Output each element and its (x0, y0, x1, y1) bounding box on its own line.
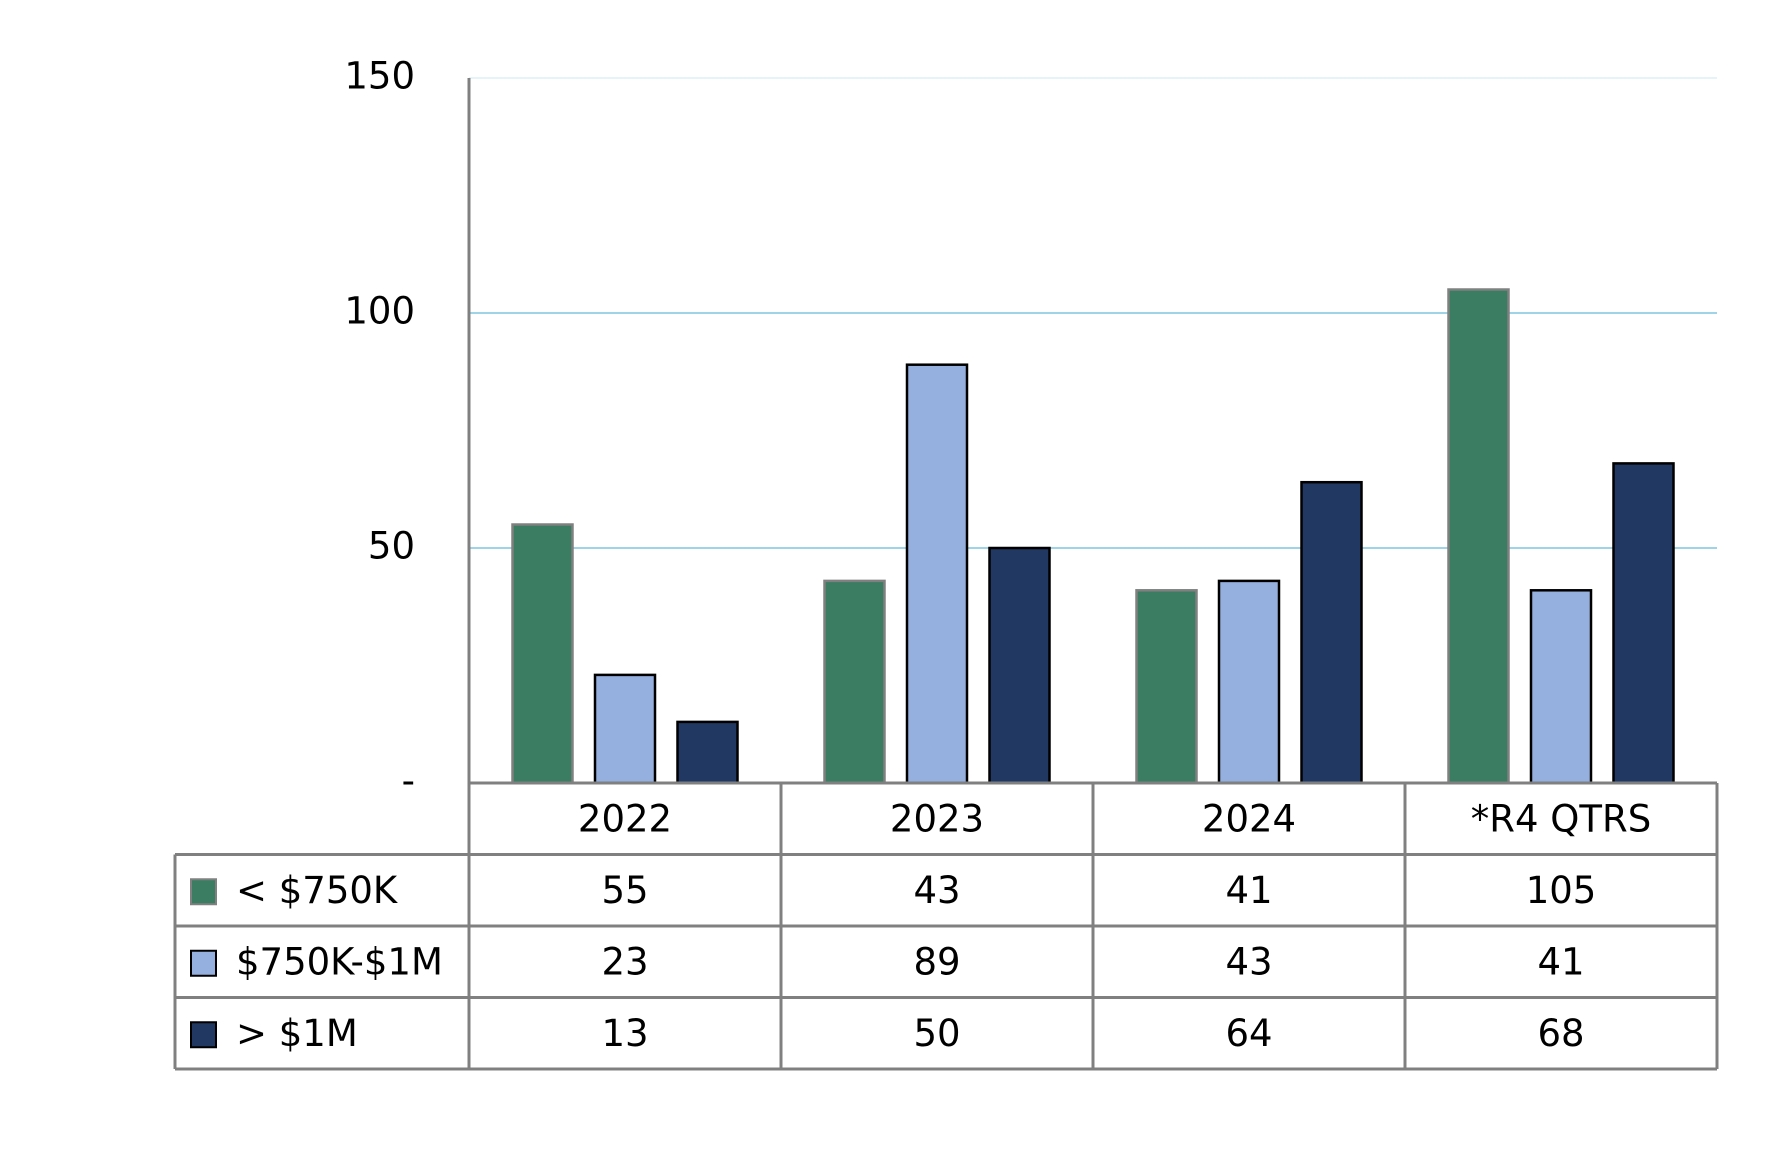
bar (1217, 579, 1281, 785)
bar (905, 363, 969, 785)
bar (988, 546, 1051, 785)
bar (1529, 589, 1593, 785)
legend-swatch (190, 878, 217, 906)
bar (676, 720, 739, 785)
bar (593, 673, 657, 785)
x-tick-label: *R4 QTRS (1471, 797, 1651, 840)
table-value: 105 (1526, 869, 1597, 912)
table-value: 89 (913, 940, 960, 983)
table-value: 41 (1537, 940, 1584, 983)
table-value: 64 (1225, 1012, 1272, 1055)
table-value: 68 (1537, 1012, 1584, 1055)
bar (1612, 462, 1675, 785)
legend-swatch (190, 1021, 217, 1049)
bar (823, 579, 886, 785)
legend-label: $750K-$1M (236, 940, 443, 983)
bar (1300, 480, 1363, 785)
legend-label: < $750K (236, 869, 399, 912)
x-tick-label: 2024 (1202, 797, 1296, 840)
y-tick-label: 150 (344, 55, 415, 98)
bar (1447, 288, 1510, 785)
table-value: 43 (913, 869, 960, 912)
bar (511, 523, 574, 785)
y-tick-label: 100 (344, 290, 415, 333)
table-value: 23 (601, 940, 648, 983)
x-tick-label: 2023 (890, 797, 984, 840)
legend-label: > $1M (236, 1012, 358, 1055)
legend-swatch (190, 949, 217, 977)
y-tick-label: 50 (368, 525, 415, 568)
table-value: 50 (913, 1012, 960, 1055)
table-value: 55 (601, 869, 648, 912)
x-tick-label: 2022 (578, 797, 672, 840)
table-value: 43 (1225, 940, 1272, 983)
table-value: 41 (1225, 869, 1272, 912)
y-tick-label: - (402, 760, 415, 803)
table-value: 13 (601, 1012, 648, 1055)
bar (1135, 589, 1198, 785)
